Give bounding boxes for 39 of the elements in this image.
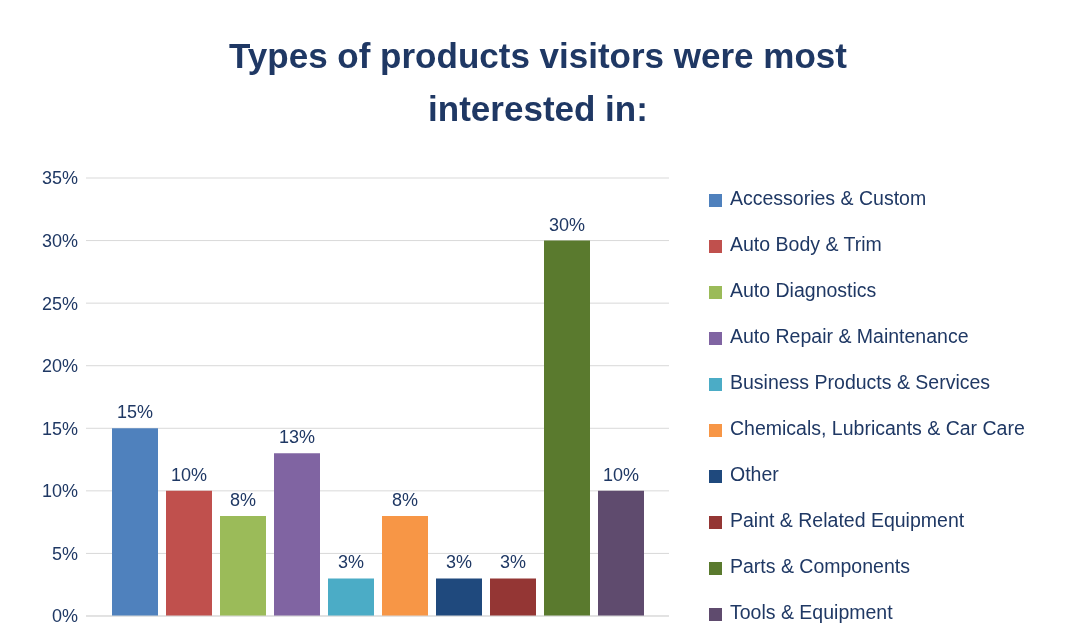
data-label: 8%: [391, 489, 419, 510]
y-tick-label: 30%: [41, 230, 78, 251]
data-label: 30%: [548, 214, 586, 235]
y-tick-label: 5%: [51, 543, 78, 564]
data-label: 8%: [229, 489, 257, 510]
bar: [274, 453, 320, 616]
data-label: 13%: [278, 427, 316, 448]
legend-label: Auto Body & Trim: [730, 233, 882, 255]
bar: [382, 515, 428, 616]
bar: [220, 515, 266, 616]
y-tick-label: 10%: [41, 481, 78, 502]
legend-label: Chemicals, Lubricants & Car Care: [730, 417, 1025, 439]
data-label: 3%: [445, 552, 473, 573]
legend-label: Accessories & Custom: [730, 187, 927, 209]
y-tick-label: 25%: [41, 293, 78, 314]
bar: [598, 490, 644, 616]
bar: [112, 428, 158, 616]
data-label: 3%: [499, 552, 527, 573]
data-label: 10%: [170, 464, 208, 485]
legend-label: Auto Repair & Maintenance: [730, 325, 969, 347]
legend-label: Business Products & Services: [730, 371, 991, 393]
data-label: 3%: [337, 552, 365, 573]
y-tick-label: 0%: [51, 606, 78, 627]
legend-label: Auto Diagnostics: [730, 279, 877, 301]
bar: [166, 490, 212, 616]
legend-label: Tools & Equipment: [730, 601, 893, 623]
bar: [328, 578, 374, 616]
y-tick-label: 35%: [41, 168, 78, 189]
legend-label: Other: [730, 463, 779, 485]
bar: [544, 240, 590, 616]
legend-label: Parts & Components: [730, 555, 910, 577]
y-tick-label: 20%: [41, 356, 78, 377]
legend-label: Paint & Related Equipment: [730, 509, 965, 531]
data-label: 15%: [116, 402, 154, 423]
bar: [436, 578, 482, 616]
chart-title: Types of products visitors were most interested in:: [228, 35, 848, 130]
data-label: 10%: [602, 464, 640, 485]
bar: [490, 578, 536, 616]
y-tick-label: 15%: [41, 418, 78, 439]
